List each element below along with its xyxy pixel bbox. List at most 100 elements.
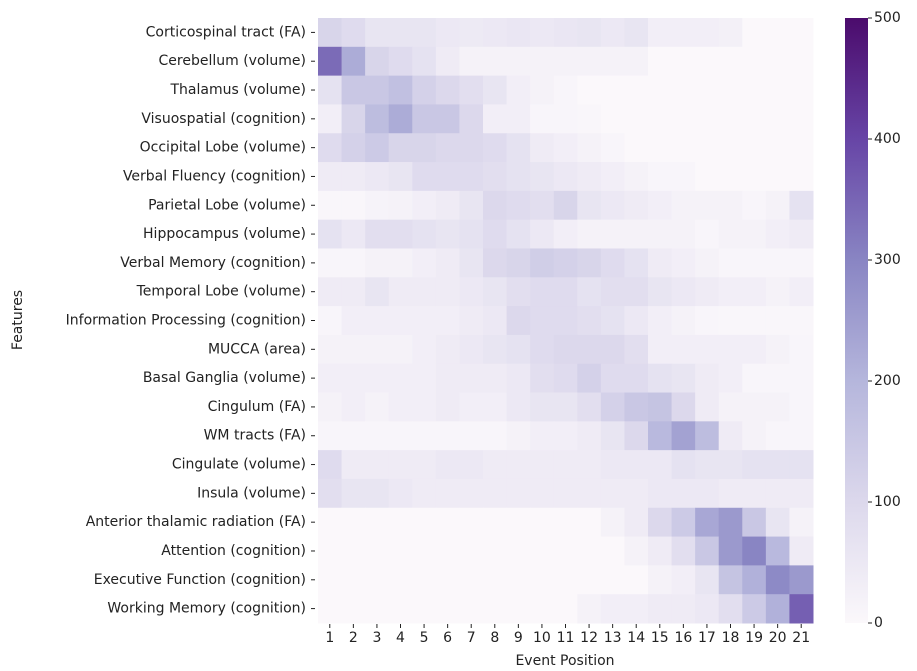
heatmap-cell (435, 363, 460, 394)
heatmap-cell (671, 18, 696, 48)
heatmap-cell (765, 277, 790, 307)
heatmap-cell (459, 104, 484, 134)
heatmap-cell (483, 334, 508, 365)
heatmap-cell (506, 75, 531, 105)
heatmap-cell (648, 507, 673, 538)
heatmap-cell (506, 133, 531, 163)
heatmap-cell (506, 18, 531, 48)
heatmap-cell (742, 219, 767, 249)
heatmap-cell (483, 536, 508, 566)
heatmap-cell (600, 363, 625, 394)
heatmap-cell (553, 392, 578, 422)
heatmap-cell (624, 478, 649, 509)
heatmap-cell (341, 277, 366, 307)
heatmap-cell (459, 507, 484, 538)
heatmap-cell (789, 478, 814, 509)
heatmap-cell (530, 104, 555, 134)
y-tick-label: Visuospatial (cognition) (141, 111, 306, 127)
heatmap-cell (365, 507, 390, 538)
heatmap-cell (718, 133, 743, 163)
x-tick-label: 2 (349, 630, 358, 646)
heatmap-cell (341, 565, 366, 595)
heatmap-cell (459, 450, 484, 480)
heatmap-cell (459, 162, 484, 192)
heatmap-cell (530, 306, 555, 336)
heatmap-cell (530, 450, 555, 480)
heatmap-cell (695, 133, 720, 163)
heatmap-cell (506, 478, 531, 509)
heatmap-cell (695, 248, 720, 278)
heatmap-cell (435, 75, 460, 105)
heatmap-cell (365, 392, 390, 422)
heatmap-cell (789, 219, 814, 249)
heatmap-cell (318, 536, 343, 566)
heatmap-cell (318, 219, 343, 249)
heatmap-cell (365, 421, 390, 451)
heatmap-cell (671, 363, 696, 394)
heatmap-cell (765, 190, 790, 221)
heatmap-cell (577, 363, 602, 394)
heatmap-cell (718, 478, 743, 509)
heatmap-cell (600, 392, 625, 422)
heatmap-cell (553, 334, 578, 365)
heatmap-cell (600, 478, 625, 509)
heatmap-cell (388, 392, 413, 422)
heatmap-cell (506, 363, 531, 394)
heatmap-cell (600, 104, 625, 134)
heatmap-cell (648, 536, 673, 566)
heatmap-cell (718, 277, 743, 307)
heatmap-cell (671, 277, 696, 307)
heatmap-cell (483, 162, 508, 192)
heatmap-cell (341, 536, 366, 566)
heatmap-cell (765, 219, 790, 249)
heatmap-cell (577, 162, 602, 192)
heatmap-cell (695, 306, 720, 336)
heatmap-cell (318, 277, 343, 307)
heatmap-cell (742, 421, 767, 451)
heatmap-cell (388, 421, 413, 451)
heatmap-cell (341, 334, 366, 365)
heatmap-cell (600, 277, 625, 307)
heatmap-cell (600, 46, 625, 77)
y-tick-label: Anterior thalamic radiation (FA) (86, 514, 306, 530)
colorbar-tick-label: 100 (874, 494, 901, 510)
heatmap-cell (695, 277, 720, 307)
heatmap-cell (765, 18, 790, 48)
heatmap-cell (459, 421, 484, 451)
y-tick-label: Cerebellum (volume) (159, 53, 306, 69)
heatmap-cell (648, 565, 673, 595)
heatmap-cell (648, 190, 673, 221)
heatmap-cell (530, 190, 555, 221)
heatmap-cell (624, 334, 649, 365)
heatmap-cell (365, 536, 390, 566)
heatmap-cell (530, 248, 555, 278)
heatmap-cell (624, 75, 649, 105)
heatmap-cell (577, 536, 602, 566)
heatmap-cell (765, 363, 790, 394)
heatmap-cell (318, 363, 343, 394)
heatmap-cell (435, 421, 460, 451)
heatmap-cell (648, 334, 673, 365)
heatmap-cell (718, 18, 743, 48)
heatmap-cell (506, 104, 531, 134)
heatmap-cell (718, 507, 743, 538)
heatmap-cell (695, 392, 720, 422)
heatmap-cell (789, 75, 814, 105)
heatmap-cell (695, 75, 720, 105)
heatmap-cell (365, 133, 390, 163)
heatmap-cell (341, 363, 366, 394)
heatmap-cell (412, 363, 437, 394)
heatmap-cell (412, 594, 437, 624)
heatmap-cell (718, 306, 743, 336)
colorbar-tick-label: 0 (874, 615, 883, 631)
heatmap-cell (530, 75, 555, 105)
heatmap-cell (553, 363, 578, 394)
heatmap-cell (435, 507, 460, 538)
heatmap-cell (600, 75, 625, 105)
heatmap-cell (718, 565, 743, 595)
heatmap-cell (318, 450, 343, 480)
heatmap-cell (388, 507, 413, 538)
heatmap-cell (718, 190, 743, 221)
heatmap-cell (765, 306, 790, 336)
heatmap-cell (695, 478, 720, 509)
